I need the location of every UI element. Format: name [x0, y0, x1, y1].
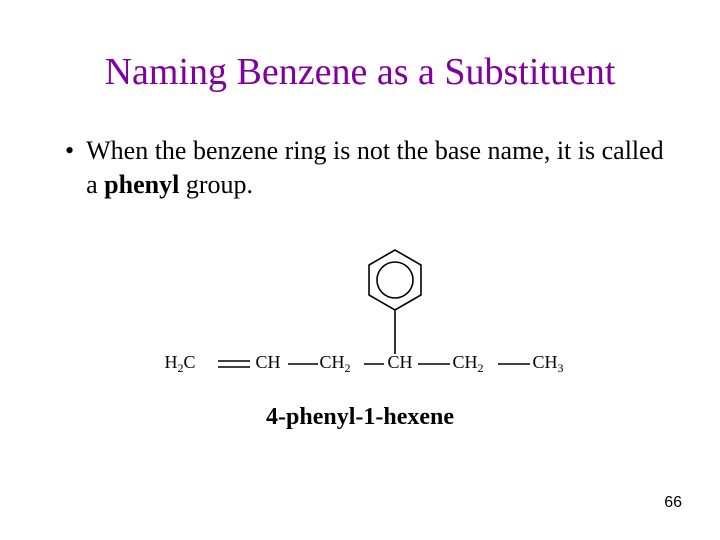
svg-text:CH2: CH2 — [452, 352, 483, 375]
page-number: 66 — [664, 494, 682, 512]
bullet-item: • When the benzene ring is not the base … — [55, 134, 665, 202]
chemical-svg: H2C CH CH2 CH CH2 CH3 — [120, 232, 600, 392]
slide-title: Naming Benzene as a Substituent — [55, 50, 665, 94]
slide: Naming Benzene as a Substituent • When t… — [0, 0, 720, 540]
bullet-bold: phenyl — [104, 170, 179, 199]
svg-text:H2C: H2C — [164, 352, 195, 375]
bullet-marker: • — [65, 134, 74, 168]
bullet-text: When the benzene ring is not the base na… — [86, 134, 665, 202]
svg-text:CH3: CH3 — [532, 352, 563, 375]
chemical-diagram: H2C CH CH2 CH CH2 CH3 — [55, 232, 665, 392]
svg-text:CH2: CH2 — [319, 352, 350, 375]
svg-text:CH: CH — [255, 352, 280, 372]
bullet-suffix: group. — [179, 170, 253, 199]
compound-name: 4-phenyl-1-hexene — [55, 404, 665, 431]
svg-text:CH: CH — [387, 352, 412, 372]
